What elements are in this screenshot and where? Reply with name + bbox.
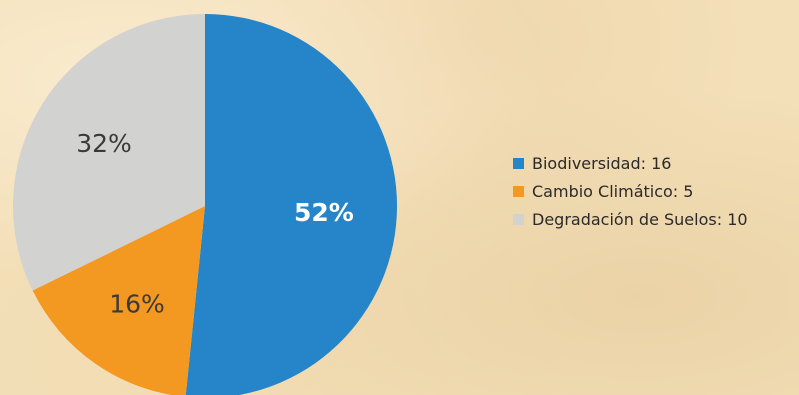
pie-percent-labels: 52% 16% 32% — [76, 129, 354, 319]
pie-slice-biodiversidad — [185, 14, 397, 395]
percent-label-biodiversidad: 52% — [294, 198, 354, 227]
percent-label-degradacion-suelos: 32% — [76, 129, 132, 158]
pie-slice-cambio-climatico — [32, 206, 205, 395]
legend-swatch-degradacion-suelos — [513, 214, 524, 225]
legend: Biodiversidad: 16 Cambio Climático: 5 De… — [513, 154, 748, 229]
pie-slice-degradacion-suelos — [12, 14, 205, 291]
legend-label-degradacion-suelos: Degradación de Suelos: 10 — [532, 210, 748, 229]
percent-label-cambio-climatico: 16% — [109, 290, 165, 319]
legend-swatch-cambio-climatico — [513, 186, 524, 197]
legend-swatch-biodiversidad — [513, 158, 524, 169]
legend-label-cambio-climatico: Cambio Climático: 5 — [532, 182, 693, 201]
legend-label-biodiversidad: Biodiversidad: 16 — [532, 154, 671, 173]
pie-slices — [12, 14, 397, 395]
